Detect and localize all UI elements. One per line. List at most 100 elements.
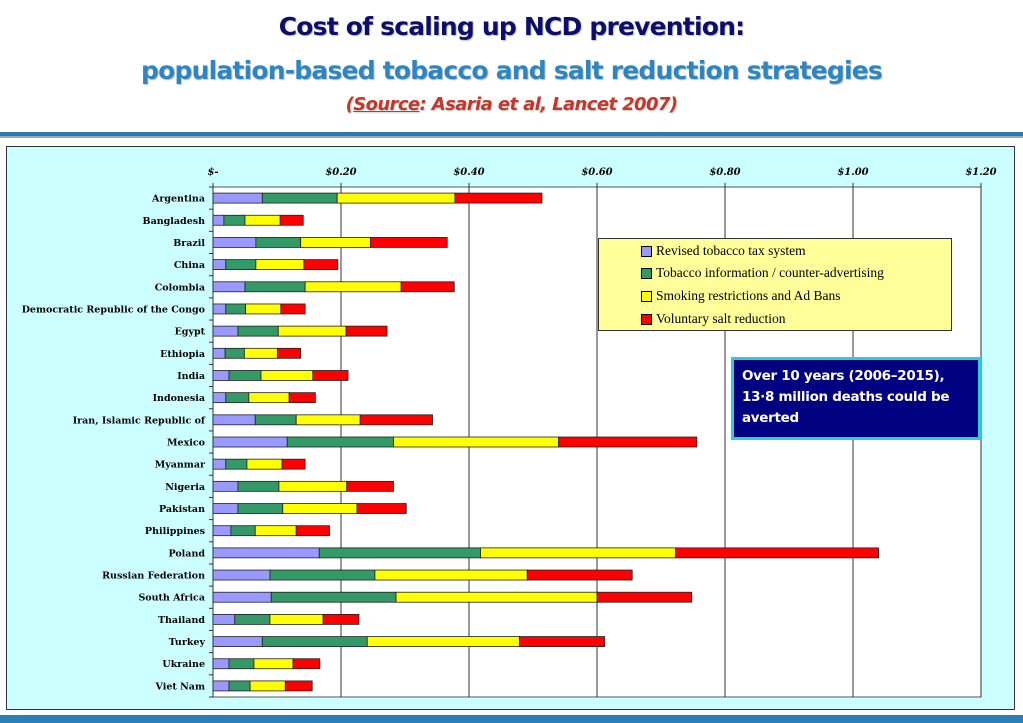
bar-segment-restrictions	[260, 370, 314, 381]
category-label: Ethiopia	[160, 349, 205, 360]
category-label: China	[174, 260, 205, 271]
category-label: Thailand	[158, 615, 205, 626]
bar-segment-tax	[212, 347, 226, 359]
bar-segment-tax	[212, 547, 320, 559]
bar-segment-info	[230, 525, 256, 537]
bar-segment-restrictions	[244, 214, 281, 226]
legend-label-tax: Revised tobacco tax system	[656, 243, 806, 258]
bar-segment-restrictions	[374, 569, 528, 581]
bar-segment-info	[237, 480, 280, 492]
bar-segment-tax	[212, 480, 239, 492]
category-label: Mexico	[167, 438, 205, 449]
chart-legend: Revised tobacco tax system Tobacco infor…	[598, 238, 952, 331]
title-line-1: Cost of scaling up NCD prevention:	[278, 12, 745, 41]
bar-segment-tax	[212, 281, 246, 293]
bar-segment-tax	[212, 192, 263, 204]
bar-segment-info	[225, 458, 248, 470]
x-tick-label: $-	[207, 167, 218, 178]
bar-segment-salt	[519, 636, 606, 647]
bar-segment-salt	[279, 214, 304, 226]
source-rest: : Asaria et al, Lancet 2007)	[419, 94, 679, 115]
bar-segment-restrictions	[269, 613, 324, 625]
category-label: Colombia	[155, 282, 205, 293]
legend-item-restrictions: Smoking restrictions and Ad Bans	[641, 287, 841, 305]
bar-segment-info	[223, 214, 246, 226]
bar-segment-info	[255, 237, 302, 248]
x-tick-label: $0.40	[453, 167, 484, 178]
bar-segment-restrictions	[246, 458, 283, 470]
bar-segment-info	[228, 370, 262, 381]
bar-segment-tax	[212, 237, 257, 248]
bar-segment-salt	[558, 436, 698, 448]
bar-segment-tax	[212, 658, 230, 670]
legend-item-salt: Voluntary salt reduction	[641, 310, 785, 328]
category-label: Viet Nam	[155, 681, 205, 692]
category-label: South Africa	[138, 593, 205, 604]
bar-segment-salt	[303, 259, 339, 271]
bar-segment-salt	[675, 547, 879, 559]
bar-segment-tax	[212, 458, 227, 470]
bar-segment-salt	[284, 680, 313, 692]
bar-segment-info	[261, 192, 338, 204]
bar-segment-info	[224, 347, 245, 359]
bar-segment-info	[225, 303, 247, 315]
x-tick-label: $0.60	[581, 167, 612, 178]
x-tick-label: $1.00	[837, 167, 868, 178]
footer-divider	[0, 715, 1023, 723]
source-citation: (Source: Asaria et al, Lancet 2007)	[0, 94, 1023, 115]
category-label: Turkey	[169, 637, 206, 648]
bar-segment-info	[228, 680, 251, 692]
category-label: Bangladesh	[143, 216, 206, 227]
category-label: India	[177, 371, 205, 382]
bar-segment-salt	[277, 347, 302, 359]
bar-segment-restrictions	[243, 347, 279, 359]
bar-segment-info	[237, 325, 279, 337]
category-label: Philippines	[145, 526, 205, 537]
bar-segment-restrictions	[480, 547, 677, 559]
title-line-2: population-based tobacco and salt reduct…	[141, 56, 883, 85]
category-label: Poland	[168, 548, 205, 559]
bar-segment-salt	[280, 303, 306, 315]
bar-segment-tax	[212, 525, 232, 537]
bar-segment-restrictions	[393, 436, 560, 448]
x-tick-label: $1.20	[965, 167, 996, 178]
legend-swatch-tax	[641, 245, 652, 257]
bar-segment-salt	[281, 458, 306, 470]
bar-segment-info	[225, 392, 250, 404]
header-divider-shadow	[0, 136, 1023, 138]
bar-segment-salt	[322, 613, 360, 625]
bar-segment-salt	[359, 414, 433, 426]
bar-segment-tax	[212, 591, 272, 603]
bar-segment-salt	[526, 569, 633, 581]
bar-segment-salt	[292, 658, 321, 670]
category-label: Egypt	[175, 327, 206, 338]
bar-segment-restrictions	[245, 303, 282, 315]
bar-segment-info	[286, 436, 394, 448]
source-open-paren: (	[345, 94, 354, 115]
bar-segment-tax	[212, 370, 230, 381]
bar-segment-salt	[312, 370, 349, 381]
bar-segment-restrictions	[295, 414, 361, 426]
bar-segment-restrictions	[366, 636, 520, 647]
bar-segment-info	[254, 414, 297, 426]
category-label: Myanmar	[155, 460, 206, 471]
legend-label-info: Tobacco information / counter-advertisin…	[656, 265, 884, 280]
category-label: Russian Federation	[102, 571, 205, 582]
source-word: Source	[353, 94, 420, 115]
bar-segment-tax	[212, 414, 256, 426]
bar-segment-info	[318, 547, 481, 559]
category-label: Democratic Republic of the Congo	[22, 304, 205, 315]
legend-swatch-info	[641, 267, 652, 279]
legend-label-salt: Voluntary salt reduction	[656, 311, 786, 326]
bar-segment-restrictions	[336, 192, 456, 204]
bar-segment-restrictions	[304, 281, 402, 293]
bar-segment-info	[244, 281, 306, 293]
bar-segment-tax	[212, 436, 288, 448]
bar-segment-tax	[212, 325, 239, 337]
bar-segment-tax	[212, 214, 225, 226]
bar-segment-restrictions	[282, 503, 358, 514]
bar-segment-restrictions	[253, 658, 294, 670]
category-label: Argentina	[151, 194, 205, 205]
bar-segment-info	[270, 591, 397, 603]
bar-segment-info	[261, 636, 368, 647]
